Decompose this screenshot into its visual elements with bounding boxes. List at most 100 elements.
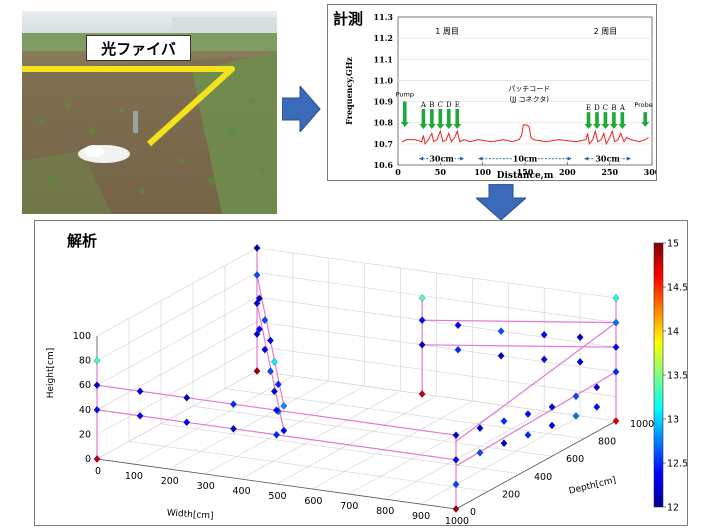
width-tick-label: 0	[95, 466, 101, 477]
marker-arrow-right	[595, 112, 599, 126]
depth-tick-label: 600	[566, 454, 584, 465]
data-point	[230, 400, 237, 409]
3d-gridline	[256, 272, 617, 323]
3d-gridline	[96, 296, 258, 386]
data-point	[267, 367, 274, 376]
depth-axis-label: Depth[cm]	[568, 475, 617, 496]
frequency-series-line	[402, 124, 649, 146]
data-point	[418, 390, 426, 398]
3d-gridline	[256, 346, 617, 397]
3d-gridline	[312, 400, 473, 490]
second-lap-label: 2 周目	[594, 27, 618, 36]
width-tick-label: 200	[161, 476, 179, 487]
marker-label-right: C	[603, 104, 608, 112]
patch-cord-label: パッチコード	[508, 85, 550, 93]
colorbar-tick-label: 13.5	[667, 371, 687, 382]
data-point	[572, 412, 580, 420]
depth-tick-label: 0	[470, 507, 476, 518]
marker-label-right: D	[594, 104, 600, 112]
data-point	[230, 424, 237, 433]
data-point	[476, 424, 484, 432]
marker-arrow-right-head	[609, 124, 618, 130]
data-point	[253, 330, 261, 338]
data-point	[593, 403, 601, 411]
width-axis-label: Width[cm]	[166, 508, 213, 521]
colorbar-tick-label: 12	[667, 503, 679, 514]
width-tick-label: 900	[412, 511, 430, 522]
colorbar	[653, 242, 664, 508]
freq-x-tick-label: 50	[435, 167, 447, 177]
pump-arrow	[402, 101, 407, 123]
frequency-chart: 10.6 10.7 10.8 10.9 11.0 11.1 11.2 11.3 0 50 100 15…	[344, 12, 656, 180]
marker-arrow-right-head	[618, 124, 627, 130]
data-point	[253, 367, 261, 375]
pump-label: Pump	[396, 90, 414, 98]
frequency-x-axis-label: Distance,m	[497, 171, 554, 180]
pipe-line	[455, 371, 617, 467]
3d-gridline	[419, 415, 581, 505]
data-point	[612, 417, 620, 425]
span-left-label: 30cm	[429, 154, 454, 164]
data-point	[454, 321, 462, 330]
span-right-label: 30cm	[595, 154, 620, 164]
freq-y-tick-label: 10.9	[374, 97, 394, 107]
marker-label-left: B	[429, 101, 434, 109]
marker-label-right: E	[586, 104, 591, 112]
3d-gridline	[96, 272, 258, 361]
height-tick-label: 20	[79, 429, 91, 440]
height-tick-label: 40	[79, 405, 91, 416]
data-point	[497, 351, 505, 360]
marker-label-left: D	[446, 101, 452, 109]
marker-arrow-left	[438, 108, 443, 126]
height-tick-label: 0	[85, 454, 91, 465]
span-right-label-arrowhead	[584, 156, 589, 161]
freq-x-tick-label: 100	[474, 167, 491, 177]
data-point	[255, 325, 263, 334]
freq-y-tick-label: 10.8	[374, 118, 394, 128]
fiber-label: 光ファイバ	[86, 35, 191, 61]
span-mid-label-bg	[512, 153, 538, 163]
probe-label: Probe	[634, 101, 652, 109]
span-left-label-bg	[428, 153, 455, 163]
height-axis-label: Height[cm]	[46, 348, 56, 399]
span-mid-label-arrowhead	[478, 156, 483, 161]
fiber-highlight-line	[22, 66, 235, 147]
3d-gridline	[168, 380, 329, 470]
width-tick-label: 300	[197, 481, 215, 492]
depth-tick-label: 200	[502, 489, 520, 500]
marker-arrow-left-head	[453, 124, 462, 130]
data-point	[270, 357, 278, 366]
marker-arrow-right-head	[592, 124, 601, 130]
3d-gridline	[224, 388, 585, 439]
pipe-line	[422, 344, 617, 348]
data-point	[273, 406, 280, 415]
data-point	[93, 405, 101, 414]
data-point	[274, 380, 282, 389]
data-point	[136, 387, 144, 396]
span-right-label-bg	[594, 153, 621, 163]
3d-scatter-chart: 0 100 200 300 400 500 600 700 800 900 100002004006…	[46, 239, 687, 526]
frequency-plot-area	[397, 16, 653, 166]
marker-arrow-left	[421, 108, 426, 126]
frequency-y-axis-label: Frequency,GHz	[344, 57, 354, 125]
data-point	[524, 410, 532, 418]
3d-gridline	[276, 395, 437, 485]
width-tick-label: 400	[233, 486, 251, 497]
freq-y-tick-label: 11.2	[374, 33, 393, 43]
width-tick-label: 500	[268, 491, 286, 502]
marker-arrow-right	[586, 112, 591, 126]
marker-arrow-left-head	[419, 124, 428, 130]
depth-tick-label: 400	[534, 472, 552, 483]
data-point	[418, 316, 426, 325]
data-point	[454, 345, 462, 354]
data-point	[500, 439, 508, 448]
data-point	[418, 294, 426, 302]
data-point	[93, 381, 101, 390]
data-point	[612, 367, 620, 376]
marker-arrow-left	[447, 108, 451, 126]
data-point	[261, 316, 269, 324]
3d-gridline	[96, 321, 258, 411]
freq-x-tick-label: 150	[517, 167, 534, 177]
probe-arrow-head	[641, 121, 650, 127]
jj-connector-label: (JJ コネクタ)	[509, 95, 549, 104]
